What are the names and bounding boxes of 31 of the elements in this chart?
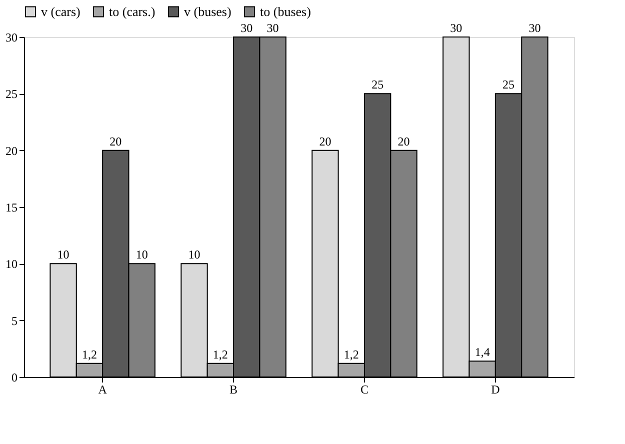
data-label: 30 [240, 21, 253, 35]
data-label: 20 [319, 134, 332, 148]
data-label: 10 [188, 248, 200, 262]
y-tick-label: 30 [6, 30, 18, 44]
data-label: 25 [502, 78, 515, 92]
legend-label: v (cars) [41, 4, 80, 19]
data-label: 1,2 [212, 347, 228, 362]
data-label: 30 [266, 21, 279, 35]
data-label: 20 [110, 134, 122, 148]
y-tick-label: 10 [6, 257, 18, 272]
x-tick-label: A [98, 382, 108, 396]
x-tick-label: D [491, 382, 500, 396]
y-tick-label: 20 [6, 144, 18, 158]
data-label: 30 [450, 21, 462, 35]
y-tick-label: 5 [12, 314, 18, 328]
data-label: 20 [398, 134, 410, 148]
y-tick-label: 25 [6, 87, 18, 102]
y-tick-label: 15 [6, 200, 18, 214]
data-label: 25 [372, 78, 384, 92]
x-tick-label: B [230, 382, 238, 396]
data-label: 10 [57, 248, 70, 262]
data-label: 10 [136, 248, 148, 262]
data-label: 30 [528, 21, 541, 35]
y-tick-label: 0 [12, 370, 18, 384]
data-label: 1,4 [474, 345, 490, 360]
x-tick-label: C [360, 382, 368, 396]
legend-label: v (buses) [184, 4, 232, 19]
data-label: 1,2 [82, 347, 97, 362]
legend-label: to (cars.) [109, 4, 156, 19]
legend-label: to (buses) [260, 4, 311, 19]
data-label: 1,2 [344, 347, 359, 362]
